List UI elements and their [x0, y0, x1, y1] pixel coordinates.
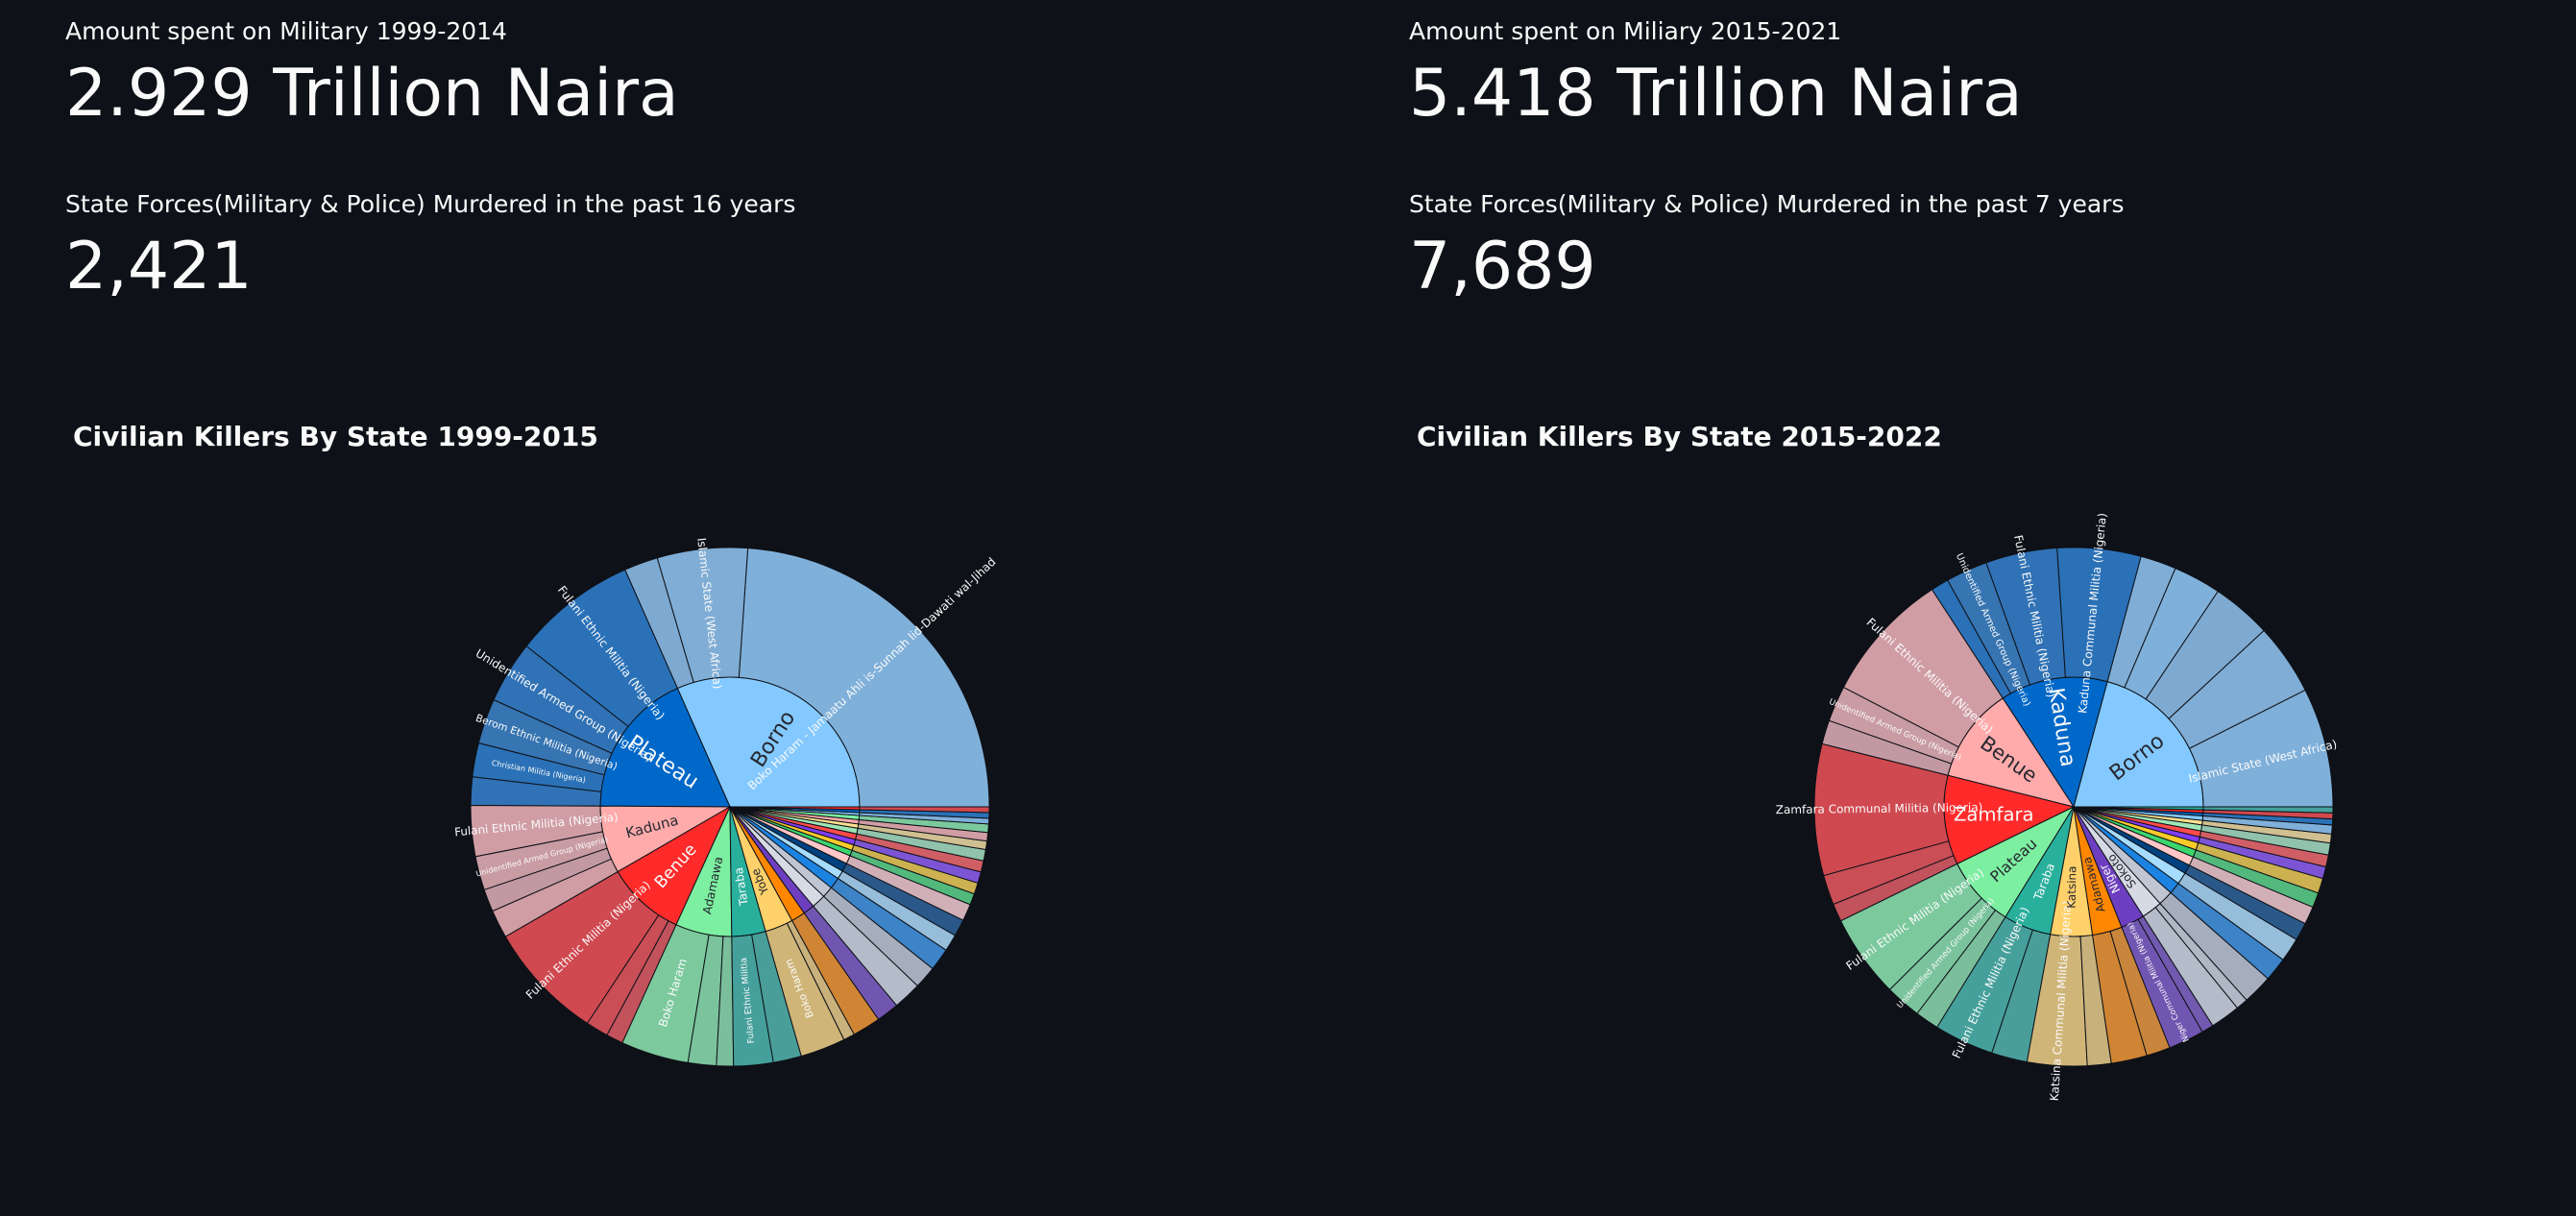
forces-killed-value: 2,421 [65, 229, 253, 304]
outer-sector-segment[interactable] [1991, 929, 2052, 1063]
outer-sector-segment[interactable] [2168, 629, 2306, 749]
outer-sector-segment[interactable] [841, 863, 964, 936]
outer-sector-boko-haram[interactable] [765, 922, 845, 1058]
outer-sector-segment[interactable] [2200, 824, 2331, 856]
outer-sector-segment[interactable] [822, 887, 934, 987]
outer-sector-segment[interactable] [1916, 909, 2006, 1029]
chart-title: Civilian Killers By State 1999-2015 [73, 421, 598, 452]
outer-sector-segment[interactable] [606, 920, 677, 1044]
outer-sector-segment[interactable] [830, 877, 947, 970]
outer-sector-niger-communal-militia-nigeria[interactable] [2121, 918, 2203, 1049]
outer-sector-segment[interactable] [2159, 891, 2269, 1001]
outer-sector-fulani-ethnic-militia-nigeria[interactable] [1839, 863, 1982, 991]
outer-sector-segment[interactable] [786, 919, 856, 1041]
sector-label: Taraba [732, 866, 751, 908]
outer-sector-segment[interactable] [2199, 830, 2329, 868]
outer-sector-segment[interactable] [853, 839, 982, 884]
outer-sector-segment[interactable] [855, 833, 984, 873]
outer-sector-unidentified-armed-group-nigeria[interactable] [803, 905, 898, 1020]
outer-sector-segment[interactable] [851, 844, 979, 895]
outer-sector-segment[interactable] [716, 936, 735, 1067]
sector-label: Katsina [2065, 865, 2079, 909]
outer-sector-unidentified-armed-group-nigeria[interactable] [474, 831, 608, 891]
outer-sector-segment[interactable] [2079, 934, 2112, 1067]
outer-sector-islamic-state-west-africa[interactable] [656, 547, 749, 684]
outer-sector-christian-militia-nigeria[interactable] [472, 742, 605, 792]
outer-sector-segment[interactable] [845, 855, 971, 921]
outer-sector-segment[interactable] [2195, 841, 2324, 894]
military-spend-value: 2.929 Trillion Naira [65, 56, 679, 132]
outer-sector-fulani-ethnic-militia[interactable] [731, 934, 774, 1067]
outer-sector-segment[interactable] [624, 557, 694, 690]
outer-sector-unidentified-armed-group-nigeria[interactable] [1823, 840, 1955, 906]
outer-sector-fulani-ethnic-militia-nigeria[interactable] [504, 870, 660, 1025]
outer-sector-fulani-ethnic-militia-nigeria[interactable] [525, 569, 678, 728]
outer-sector-segment[interactable] [2145, 590, 2265, 719]
outer-sector-fulani-ethnic-militia-nigeria[interactable] [470, 805, 604, 858]
outer-sector-christian-militia-nigeria[interactable] [483, 847, 613, 912]
outer-sector-segment[interactable] [2106, 555, 2176, 689]
outer-sector-segment[interactable] [470, 776, 602, 807]
outer-sector-unidentified-armed-group-nigeria[interactable] [1828, 686, 1959, 765]
military-spend-value: 5.418 Trillion Naira [1409, 56, 2023, 132]
outer-sector-katsina-communal-militia-nigeria[interactable] [2026, 934, 2088, 1067]
outer-sector-sokoto-communal-militia-nigeria[interactable] [2142, 906, 2239, 1027]
outer-sector-segment[interactable] [2188, 856, 2314, 925]
outer-sector-unidentified-armed-group-nigeria[interactable] [1946, 562, 2031, 694]
forces-killed-label: State Forces(Military & Police) Murdered… [1409, 190, 2125, 218]
outer-sector-boko-haram-jamaatu-ahli-is-sunnah-lid-dawati-wal-jihad[interactable] [738, 547, 990, 808]
right-column: Amount spent on Miliary 2015-2021 5.418 … [1409, 0, 2576, 1216]
outer-sector-segment[interactable] [1821, 719, 1953, 776]
outer-sector-segment[interactable] [2092, 930, 2148, 1064]
outer-sector-segment[interactable] [2109, 926, 2171, 1057]
outer-sector-label: Zamfara Communal Militia (Nigeria) [1776, 801, 1983, 817]
forces-killed-value: 7,689 [1409, 229, 1596, 304]
outer-sector-segment[interactable] [2202, 806, 2334, 814]
outer-sector-unidentified-armed-group-nigeria[interactable] [1888, 897, 1997, 1014]
outer-sector-segment[interactable] [1833, 855, 1958, 922]
outer-sector-segment[interactable] [2177, 872, 2297, 961]
outer-sector-segment[interactable] [2184, 864, 2306, 940]
left-column: Amount spent on Military 1999-2014 2.929… [65, 0, 1324, 1216]
outer-sector-fulani-ethnic-militia-nigeria[interactable] [1936, 916, 2034, 1054]
outer-sector-berom-ethnic-militia-nigeria[interactable] [477, 698, 613, 776]
outer-sector-segment[interactable] [837, 870, 957, 951]
military-spend-label: Amount spent on Military 1999-2014 [65, 17, 507, 45]
outer-sector-segment[interactable] [492, 858, 619, 937]
outer-sector-segment[interactable] [791, 912, 880, 1035]
outer-sector-segment[interactable] [2137, 915, 2214, 1034]
outer-sector-unidentified-armed-group-nigeria[interactable] [493, 645, 629, 754]
outer-sector-fulani-ethnic-militia[interactable] [687, 934, 724, 1067]
forces-killed-label: State Forces(Military & Police) Murdered… [65, 190, 796, 218]
outer-sector-kaduna-communal-militia-nigeria[interactable] [2056, 547, 2142, 683]
outer-sector-segment[interactable] [751, 931, 802, 1063]
outer-sector-segment[interactable] [2170, 882, 2284, 980]
sunburst-chart[interactable]: Boko Haram - Jamaatu Ahli is-Sunnah lid-… [454, 537, 999, 1076]
outer-sector-segment[interactable] [859, 806, 990, 814]
outer-sector-segment[interactable] [2198, 836, 2327, 880]
outer-sector-segment[interactable] [2124, 567, 2219, 700]
outer-sector-segment[interactable] [2192, 849, 2320, 909]
outer-sector-segment[interactable] [849, 849, 975, 906]
military-spend-label: Amount spent on Miliary 2015-2021 [1409, 17, 1842, 45]
chart-title: Civilian Killers By State 2015-2022 [1417, 421, 1942, 452]
outer-sector-fulani-ethnic-militia-nigeria[interactable] [1985, 547, 2066, 686]
sector-label: Zamfara [1954, 803, 2034, 825]
outer-sector-segment[interactable] [813, 895, 919, 1007]
outer-sector-zamfara-communal-militia-nigeria[interactable] [1813, 742, 1950, 877]
outer-sector-segment[interactable] [1931, 579, 2012, 699]
outer-sector-unidentified-armed-group-nigeria[interactable] [586, 914, 669, 1036]
outer-sector-boko-haram[interactable] [621, 924, 710, 1064]
outer-sector-segment[interactable] [856, 827, 986, 862]
outer-sector-segment[interactable] [2154, 902, 2248, 1009]
